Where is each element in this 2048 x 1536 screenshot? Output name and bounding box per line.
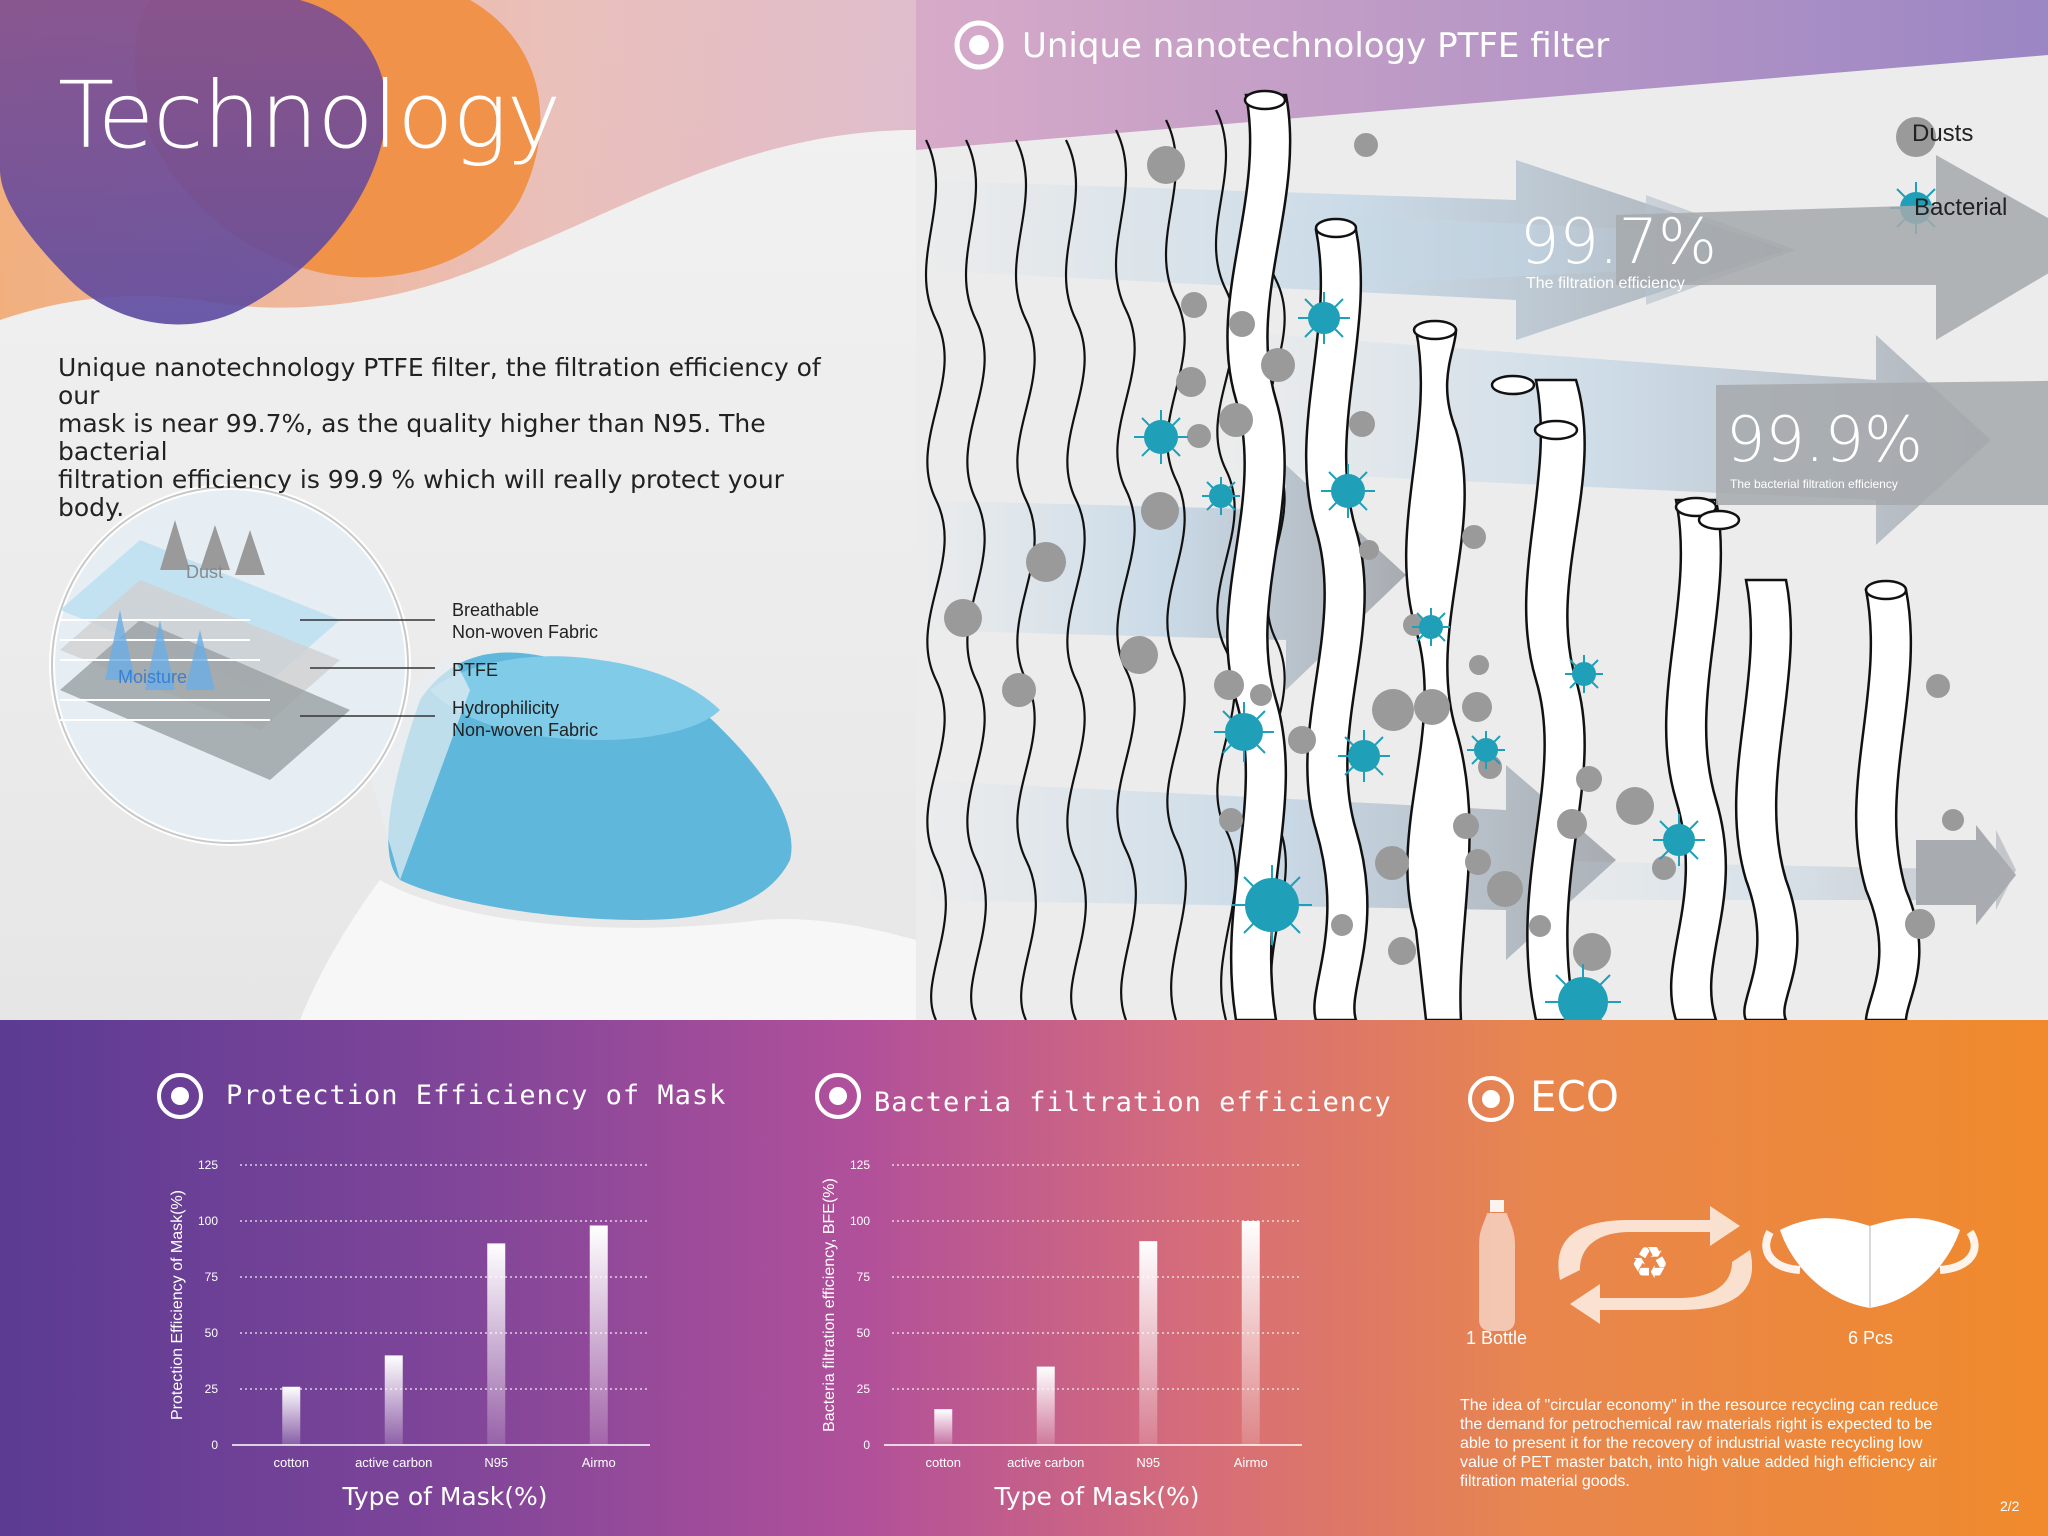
- bacterial-efficiency-value: 99.9%: [1726, 403, 1923, 476]
- eco-description: The idea of "circular economy" in the re…: [1460, 1397, 1939, 1490]
- intro-paragraph: Unique nanotechnology PTFE filter, the f…: [58, 354, 858, 522]
- y-tick-label: 125: [850, 1158, 870, 1172]
- bar: [384, 1355, 403, 1445]
- page-number: 2/2: [2000, 1498, 2020, 1514]
- y-tick-label: 25: [205, 1382, 219, 1396]
- y-tick-label: 50: [857, 1326, 871, 1340]
- chart2-title: Bacteria filtration efficiency: [874, 1087, 1392, 1118]
- ptfe-label: PTFE: [452, 660, 498, 680]
- x-category-label: Airmo: [1234, 1455, 1268, 1470]
- y-tick-label: 100: [198, 1214, 218, 1228]
- y-tick-label: 75: [857, 1270, 871, 1284]
- y-tick-label: 0: [211, 1438, 218, 1452]
- filter-title-icon: [954, 20, 1004, 70]
- x-axis-title: Type of Mask(%): [341, 1482, 547, 1511]
- bar: [487, 1243, 506, 1445]
- recycle-icon: ♻: [1558, 1206, 1753, 1324]
- intro-line-1: Unique nanotechnology PTFE filter, the f…: [58, 353, 821, 410]
- bottle-icon: [1479, 1200, 1515, 1331]
- dust-layer-label: Dust: [186, 562, 223, 582]
- y-axis-title: Protection Efficiency of Mask(%): [169, 1190, 186, 1420]
- y-tick-label: 125: [198, 1158, 218, 1172]
- filtration-efficiency-value: 99.7%: [1520, 205, 1717, 278]
- x-category-label: cotton: [274, 1455, 309, 1470]
- hydrophilicity-label-2: Non-woven Fabric: [452, 720, 598, 740]
- x-category-label: Airmo: [582, 1455, 616, 1470]
- bar: [1241, 1221, 1260, 1445]
- bacteria-filtration-chart: 0 25 50 75 100 125 cotton active carbon N95 Airmo…: [821, 1158, 1302, 1511]
- breathable-label-2: Non-woven Fabric: [452, 622, 598, 642]
- dusts-legend-label: Dusts: [1912, 120, 1974, 147]
- chart2-title-icon: [814, 1072, 862, 1120]
- eco-title-icon: [1466, 1074, 1516, 1124]
- intro-line-3: filtration efficiency is 99.9 % which wi…: [58, 465, 784, 522]
- x-category-label: N95: [484, 1455, 508, 1470]
- y-tick-label: 50: [205, 1326, 219, 1340]
- technology-panel: Dust Moisture Breathable Non-woven Fabri…: [0, 0, 916, 1020]
- filter-title: Unique nanotechnology PTFE filter: [1022, 26, 1610, 66]
- x-axis-title: Type of Mask(%): [993, 1482, 1199, 1511]
- x-category-label: active carbon: [1007, 1455, 1084, 1470]
- hydrophilicity-label-1: Hydrophilicity: [452, 698, 559, 718]
- face-mask-icon: [1762, 1218, 1979, 1308]
- bar: [1139, 1241, 1158, 1445]
- filter-illustration: [916, 0, 2048, 1020]
- bacterial-legend-label: Bacterial: [1914, 194, 2008, 221]
- intro-line-2: mask is near 99.7%, as the quality highe…: [58, 409, 766, 466]
- dust-legend-icon: [1896, 117, 1936, 157]
- filter-illustration-panel: [916, 0, 2048, 1020]
- y-tick-label: 100: [850, 1214, 870, 1228]
- page-title: Technology: [58, 62, 561, 169]
- bar: [589, 1225, 608, 1445]
- x-category-label: cotton: [926, 1455, 961, 1470]
- x-category-label: N95: [1136, 1455, 1160, 1470]
- bar: [934, 1409, 953, 1445]
- y-axis-title: Bacteria filtration efficiency, BFE(%): [821, 1178, 838, 1432]
- filtration-efficiency-label: The filtration efficiency: [1526, 275, 1685, 292]
- bar: [282, 1386, 301, 1445]
- moisture-layer-label: Moisture: [118, 667, 187, 687]
- breathable-label-1: Breathable: [452, 600, 539, 620]
- y-tick-label: 25: [857, 1382, 871, 1396]
- bottle-label: 1 Bottle: [1466, 1328, 1528, 1348]
- chart1-title-icon: [156, 1072, 204, 1120]
- protection-efficiency-chart: 0 25 50 75 100 125 cotton active carbon N95 Airmo…: [169, 1158, 650, 1511]
- x-category-label: active carbon: [355, 1455, 432, 1470]
- bacterial-efficiency-label: The bacterial filtration efficiency: [1730, 477, 1898, 491]
- mask-count-label: 6 Pcs: [1848, 1328, 1894, 1348]
- charts-band: [0, 1020, 2048, 1536]
- chart1-title: Protection Efficiency of Mask: [226, 1080, 727, 1111]
- recycle-illustration: ♻: [1479, 1200, 1979, 1331]
- decorative-blobs: Dust Moisture Breathable Non-woven Fabri…: [0, 0, 916, 1020]
- svg-text:♻: ♻: [1630, 1238, 1669, 1289]
- y-tick-label: 0: [863, 1438, 870, 1452]
- y-tick-label: 75: [205, 1270, 219, 1284]
- bar: [1036, 1366, 1055, 1445]
- eco-title: ECO: [1530, 1072, 1619, 1121]
